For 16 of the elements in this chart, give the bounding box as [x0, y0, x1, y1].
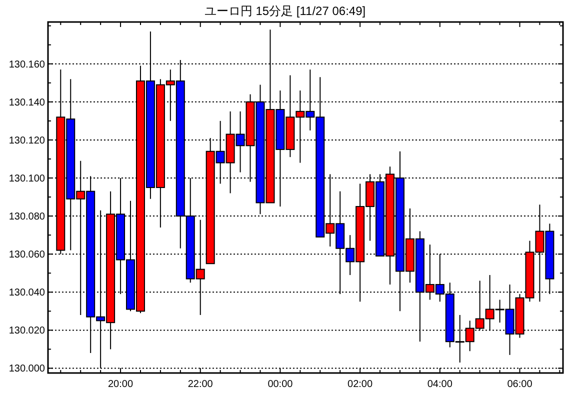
- y-tick-label: 130.160: [8, 59, 46, 70]
- y-tick-label: 130.020: [8, 326, 46, 337]
- y-tick-label: 130.100: [8, 174, 46, 184]
- x-tick-label: 20:00: [108, 379, 134, 390]
- x-tick-label: 22:00: [188, 379, 214, 390]
- x-tick-label: 04:00: [427, 379, 453, 390]
- x-tick-label: 00:00: [268, 379, 294, 390]
- x-tick-label: 02:00: [348, 379, 374, 390]
- y-tick-label: 130.080: [8, 212, 46, 223]
- y-tick-label: 130.060: [8, 250, 46, 261]
- x-tick-label: 06:00: [507, 379, 533, 390]
- y-tick-label: 130.120: [8, 135, 46, 146]
- y-tick-label: 130.140: [8, 97, 46, 108]
- y-tick-label: 130.000: [8, 364, 46, 375]
- y-tick-label: 130.040: [8, 288, 46, 299]
- chart-title: ユーロ円 15分足 [11/27 06:49]: [204, 4, 366, 18]
